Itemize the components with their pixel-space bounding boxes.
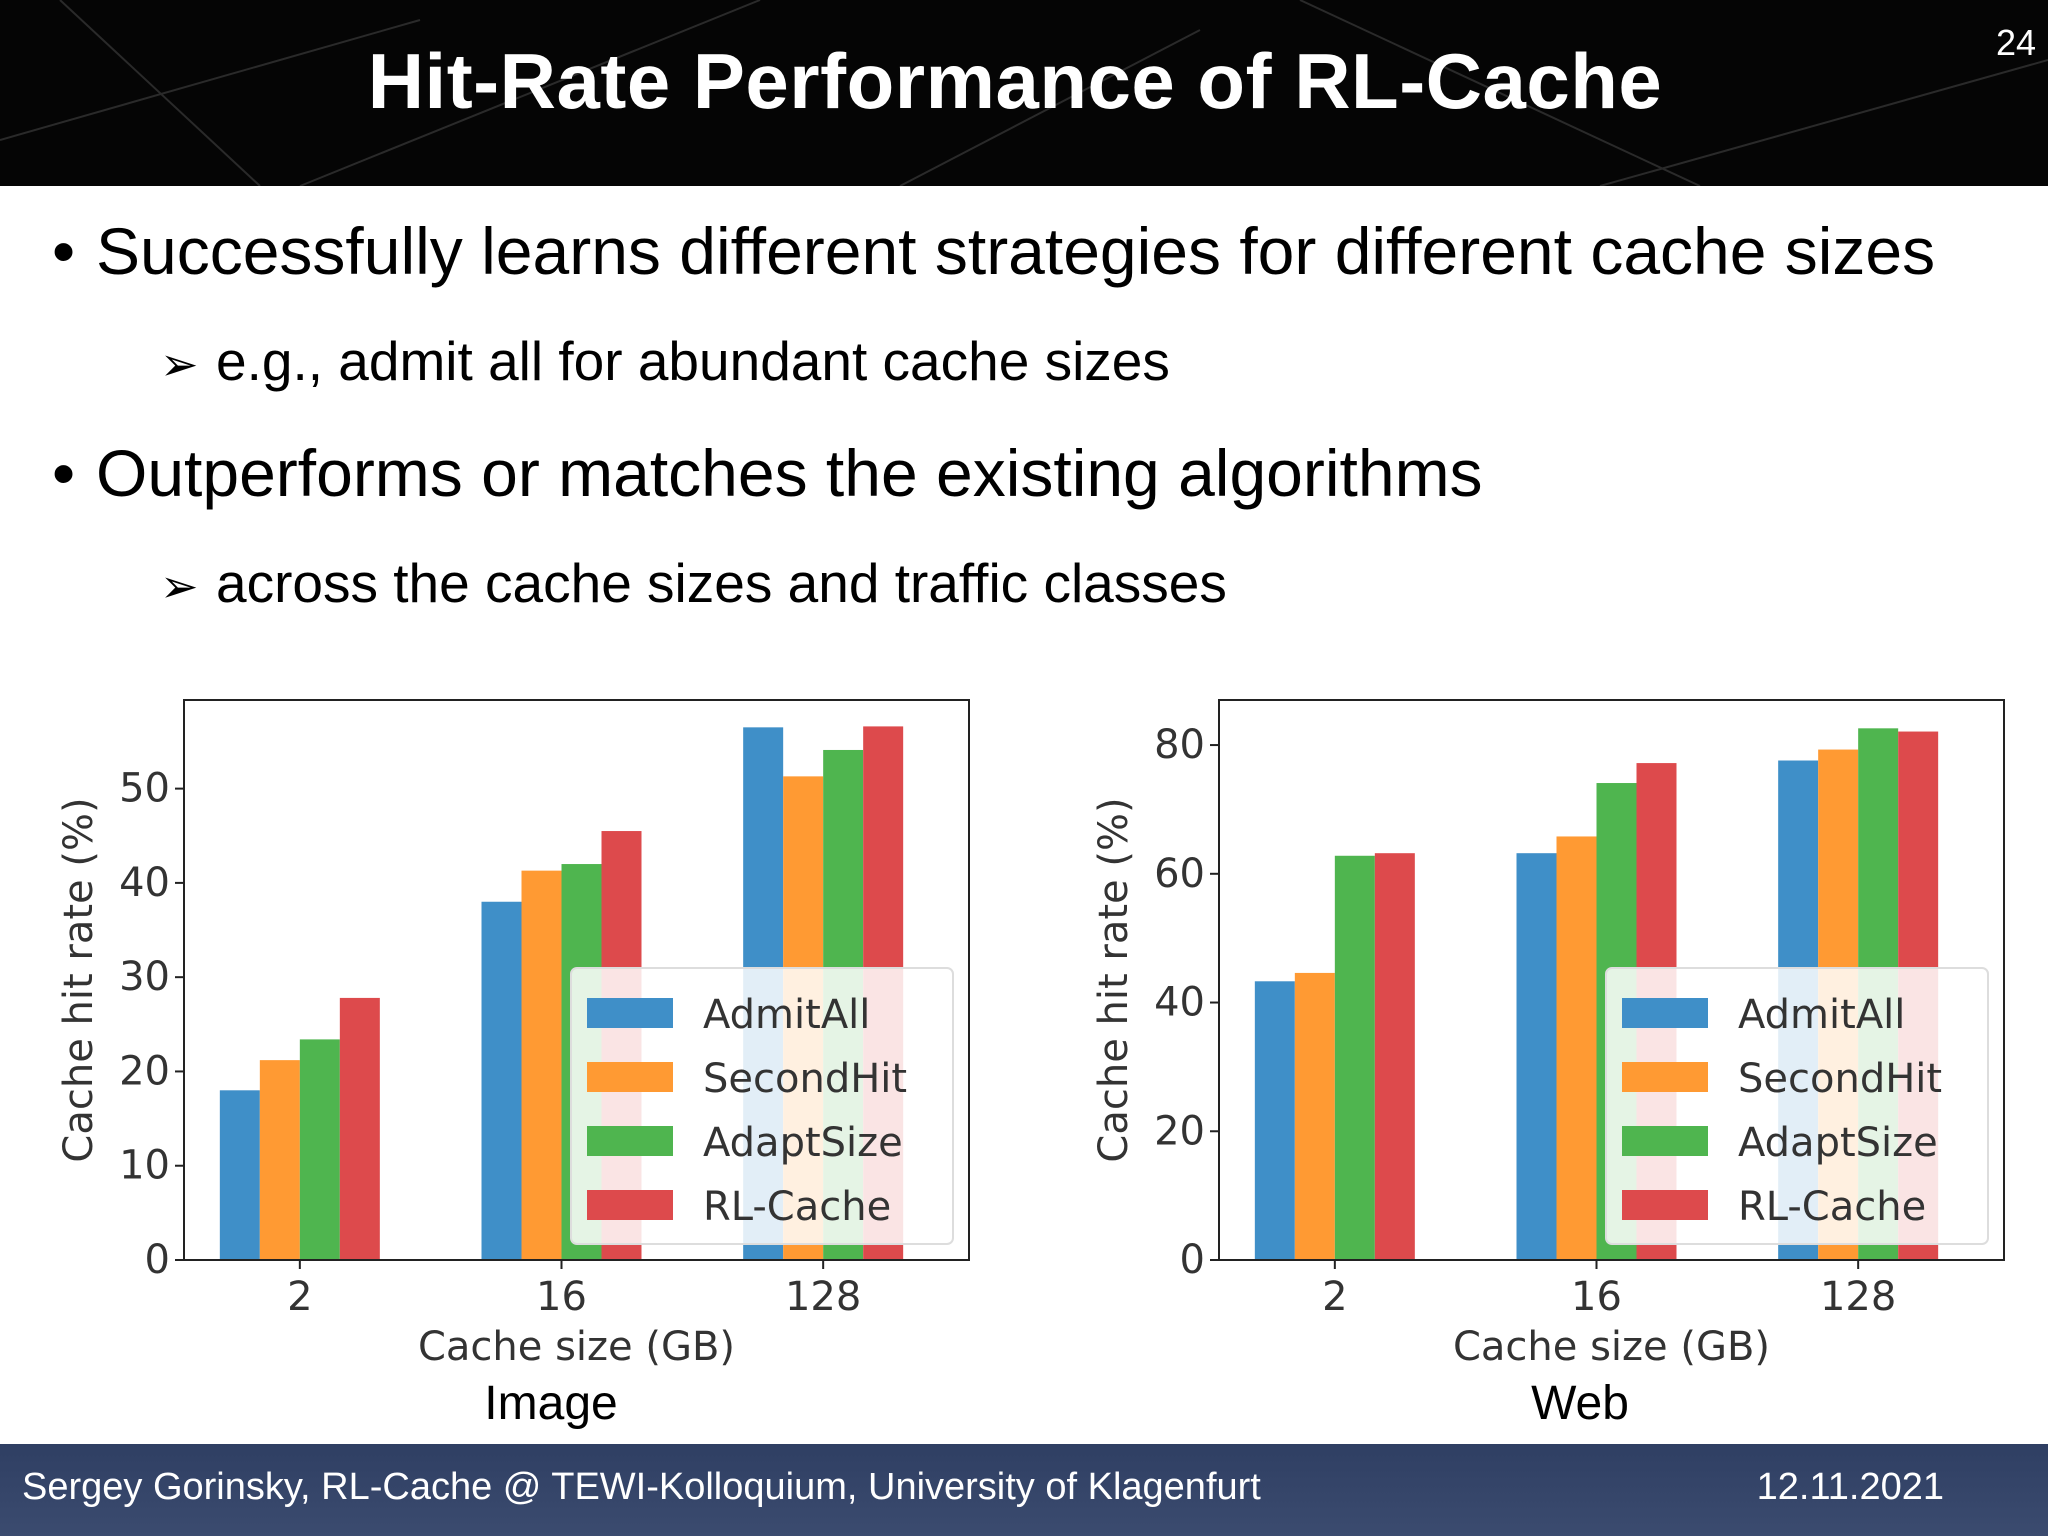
y-axis-label: Cache hit rate (%) bbox=[1091, 797, 1137, 1162]
bullet-1-text: Successfully learns different strategies… bbox=[96, 214, 1936, 288]
chart-caption-image: Image bbox=[484, 1377, 618, 1430]
x-axis-label: Cache size (GB) bbox=[1453, 1324, 1770, 1370]
x-tick-label: 16 bbox=[1571, 1274, 1622, 1320]
legend-swatch-rl-cache bbox=[587, 1190, 673, 1220]
bullet-1: • Successfully learns different strategie… bbox=[52, 218, 1935, 284]
bar-admitall-2 bbox=[219, 1090, 260, 1260]
slide-number: 24 bbox=[1995, 22, 2036, 63]
legend-swatch-secondhit bbox=[1622, 1062, 1708, 1092]
bullet-dot: • bbox=[52, 436, 76, 510]
bar-admitall-2 bbox=[1254, 981, 1295, 1260]
x-tick-label: 2 bbox=[1322, 1274, 1347, 1320]
legend-box bbox=[1605, 967, 1989, 1245]
legend-swatch-admitall bbox=[587, 998, 673, 1028]
chart-caption-web: Web bbox=[1531, 1377, 1629, 1430]
footer-presenter: Sergey Gorinsky, RL-Cache @ TEWI-Kolloqu… bbox=[22, 1466, 1261, 1508]
sub-bullet-2-text: across the cache sizes and traffic class… bbox=[216, 552, 1227, 614]
chart-image: 0 10 20 30 40 50 2 16 128 Cache size (GB) Cache hi… bbox=[56, 699, 970, 1370]
header-background-streaks bbox=[0, 0, 2048, 186]
y-tick-label: 40 bbox=[1154, 980, 1205, 1026]
legend-swatch-admitall bbox=[1622, 998, 1708, 1028]
x-tick-label: 128 bbox=[785, 1274, 861, 1320]
legend-label-secondhit: SecondHit bbox=[703, 1056, 907, 1102]
sub-bullet-1: ➢ e.g., admit all for abundant cache size… bbox=[160, 334, 1170, 389]
plot-frame bbox=[1218, 699, 2005, 1261]
legend: AdmitAll SecondHit AdaptSize RL-Cache bbox=[1605, 967, 1989, 1245]
arrow-bullet-icon: ➢ bbox=[160, 338, 199, 390]
y-tick-label: 0 bbox=[145, 1237, 170, 1283]
x-axis-label: Cache size (GB) bbox=[418, 1324, 735, 1370]
legend-label-secondhit: SecondHit bbox=[1738, 1056, 1942, 1102]
bar-secondhit-16 bbox=[521, 870, 562, 1260]
y-tick-label: 20 bbox=[1154, 1108, 1205, 1154]
y-tick-label: 0 bbox=[1180, 1237, 1205, 1283]
legend-label-adaptsize: AdaptSize bbox=[1738, 1120, 1938, 1166]
plot-frame bbox=[183, 699, 970, 1261]
footer-date: 12.11.2021 bbox=[1756, 1466, 1944, 1508]
y-tick-label: 20 bbox=[119, 1048, 170, 1094]
legend: AdmitAll SecondHit AdaptSize RL-Cache bbox=[570, 967, 954, 1245]
sub-bullet-2: ➢ across the cache sizes and traffic clas… bbox=[160, 556, 1227, 611]
legend-label-rl-cache: RL-Cache bbox=[703, 1184, 891, 1230]
y-tick-label: 60 bbox=[1154, 851, 1205, 897]
legend-swatch-rl-cache bbox=[1622, 1190, 1708, 1220]
slide-title: Hit-Rate Performance of RL-Cache bbox=[367, 37, 1663, 125]
bullet-2: • Outperforms or matches the existing alg… bbox=[52, 440, 1483, 506]
bar-adaptsize-2 bbox=[299, 1039, 340, 1260]
bar-secondhit-2 bbox=[259, 1060, 300, 1260]
bar-admitall-16 bbox=[481, 901, 522, 1260]
y-tick-label: 30 bbox=[119, 954, 170, 1000]
arrow-bullet-icon: ➢ bbox=[160, 560, 199, 612]
legend-swatch-adaptsize bbox=[587, 1126, 673, 1156]
legend-label-adaptsize: AdaptSize bbox=[703, 1120, 903, 1166]
y-tick-label: 10 bbox=[119, 1143, 170, 1189]
slide-header: Hit-Rate Performance of RL-Cache 24 bbox=[0, 0, 2048, 186]
x-tick-label: 128 bbox=[1820, 1274, 1896, 1320]
bar-admitall-16 bbox=[1516, 853, 1557, 1260]
x-tick-label: 2 bbox=[287, 1274, 312, 1320]
legend-swatch-secondhit bbox=[587, 1062, 673, 1092]
slide-footer: Sergey Gorinsky, RL-Cache @ TEWI-Kolloqu… bbox=[0, 1444, 2048, 1536]
y-tick-label: 40 bbox=[119, 860, 170, 906]
y-tick-label: 80 bbox=[1154, 722, 1205, 768]
bullet-dot: • bbox=[52, 214, 76, 288]
legend-label-admitall: AdmitAll bbox=[1738, 992, 1905, 1038]
y-axis-label: Cache hit rate (%) bbox=[56, 797, 102, 1162]
sub-bullet-1-text: e.g., admit all for abundant cache sizes bbox=[216, 330, 1170, 392]
legend-label-rl-cache: RL-Cache bbox=[1738, 1184, 1926, 1230]
bar-secondhit-16 bbox=[1556, 836, 1597, 1260]
x-tick-label: 16 bbox=[536, 1274, 587, 1320]
bar-adaptsize-2 bbox=[1334, 855, 1375, 1260]
y-tick-label: 50 bbox=[119, 766, 170, 812]
bar-rl-cache-2 bbox=[339, 997, 380, 1260]
chart-web: 0 20 40 60 80 2 16 128 Cache size (GB) Cache hit … bbox=[1091, 699, 2005, 1370]
legend-box bbox=[570, 967, 954, 1245]
bar-secondhit-2 bbox=[1294, 972, 1335, 1260]
legend-label-admitall: AdmitAll bbox=[703, 992, 870, 1038]
bullet-2-text: Outperforms or matches the existing algo… bbox=[96, 436, 1483, 510]
bar-rl-cache-2 bbox=[1374, 853, 1415, 1260]
legend-swatch-adaptsize bbox=[1622, 1126, 1708, 1156]
